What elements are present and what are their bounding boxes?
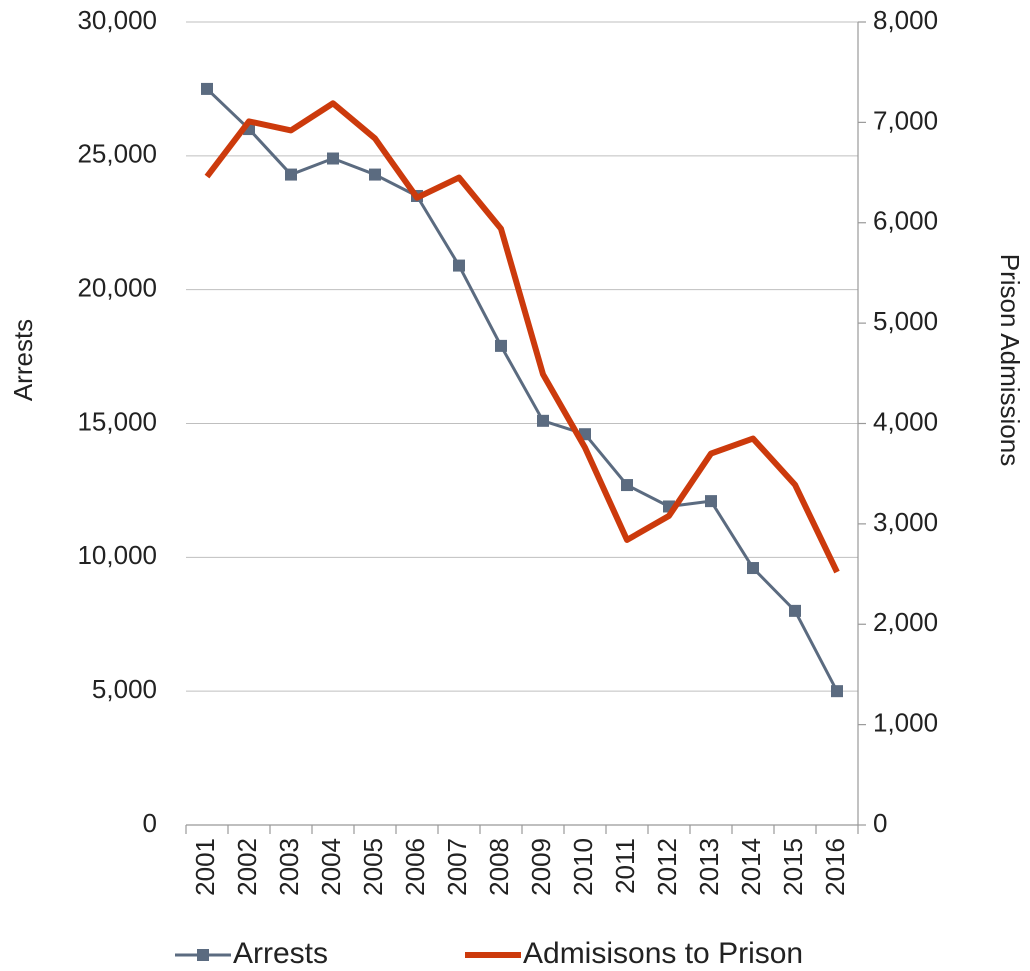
series-marker xyxy=(789,604,801,617)
x-tick-label: 2007 xyxy=(442,838,472,896)
series-marker xyxy=(201,82,213,95)
series-marker xyxy=(705,495,717,508)
y2-tick-label: 5,000 xyxy=(873,306,938,336)
series-marker xyxy=(327,152,339,165)
series-marker xyxy=(369,168,381,181)
y-tick-label: 0 xyxy=(143,808,157,838)
y2-tick-label: 4,000 xyxy=(873,406,938,436)
y2-tick-label: 3,000 xyxy=(873,507,938,537)
legend-label: Arrests xyxy=(233,937,328,970)
series-marker xyxy=(285,168,297,181)
y2-tick-label: 1,000 xyxy=(873,708,938,738)
y-tick-label: 25,000 xyxy=(77,139,157,169)
y-tick-label: 20,000 xyxy=(77,273,157,303)
x-tick-label: 2013 xyxy=(694,838,724,896)
y2-tick-label: 7,000 xyxy=(873,105,938,135)
series-marker xyxy=(537,414,549,427)
series-marker xyxy=(747,562,759,575)
y-tick-label: 15,000 xyxy=(77,406,157,436)
x-tick-label: 2015 xyxy=(778,838,808,896)
series-marker xyxy=(831,685,843,698)
x-tick-label: 2012 xyxy=(652,838,682,896)
x-tick-label: 2011 xyxy=(610,838,640,894)
y2-tick-label: 8,000 xyxy=(873,5,938,35)
x-tick-label: 2001 xyxy=(190,838,220,896)
y-tick-label: 30,000 xyxy=(77,5,157,35)
y-axis-title: Arrests xyxy=(8,319,38,401)
x-tick-label: 2004 xyxy=(316,838,346,896)
x-tick-label: 2016 xyxy=(820,838,850,896)
x-tick-label: 2014 xyxy=(736,838,766,896)
y2-tick-label: 6,000 xyxy=(873,206,938,236)
y2-tick-label: 2,000 xyxy=(873,607,938,637)
legend-marker xyxy=(197,949,209,961)
x-tick-label: 2002 xyxy=(232,838,262,896)
series-marker xyxy=(453,259,465,272)
x-tick-label: 2009 xyxy=(526,838,556,896)
x-tick-label: 2005 xyxy=(358,838,388,896)
x-tick-label: 2010 xyxy=(568,838,598,896)
series-marker xyxy=(621,479,633,492)
legend-label: Admisisons to Prison xyxy=(523,937,803,970)
x-tick-label: 2006 xyxy=(400,838,430,896)
y-tick-label: 5,000 xyxy=(92,674,157,704)
series-marker xyxy=(495,339,507,352)
y2-tick-label: 0 xyxy=(873,808,887,838)
x-tick-label: 2008 xyxy=(484,838,514,896)
series-line xyxy=(205,87,839,692)
x-tick-label: 2003 xyxy=(274,838,304,896)
y-tick-label: 10,000 xyxy=(77,540,157,570)
series-line xyxy=(204,100,840,574)
y2-axis-title: Prison Admissions xyxy=(995,254,1025,466)
